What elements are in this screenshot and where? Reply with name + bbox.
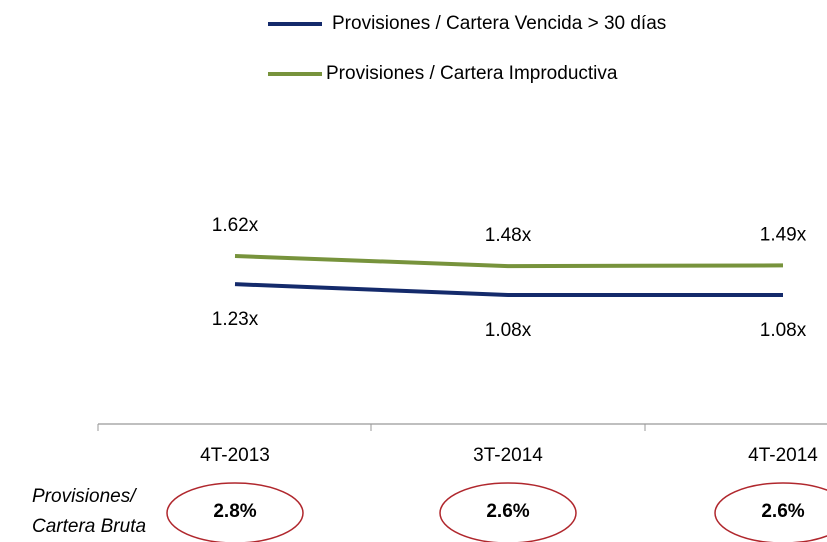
x-tick-label: 4T-2014 (748, 445, 818, 466)
value-label: 1.48x (485, 225, 532, 246)
row-label: Provisiones/ (32, 486, 137, 507)
row-circle (439, 482, 577, 542)
row-circle (166, 482, 304, 542)
legend-label: Provisiones / Cartera Vencida > 30 días (332, 13, 666, 34)
row-circle (714, 482, 827, 542)
value-label: 1.62x (212, 215, 259, 236)
value-label: 1.08x (485, 320, 532, 341)
row-value-label: 2.6% (486, 501, 529, 522)
series-line (234, 282, 783, 297)
row-value-label: 2.6% (761, 501, 804, 522)
value-label: 1.08x (760, 320, 807, 341)
row-value-label: 2.8% (213, 501, 256, 522)
legend-label: Provisiones / Cartera Improductiva (326, 63, 618, 84)
value-label: 1.23x (212, 309, 259, 330)
value-label: 1.49x (760, 224, 807, 245)
series-line (234, 254, 784, 269)
x-tick-label: 4T-2013 (200, 445, 270, 466)
row-label: Cartera Bruta (32, 516, 146, 537)
x-tick-label: 3T-2014 (473, 445, 543, 466)
